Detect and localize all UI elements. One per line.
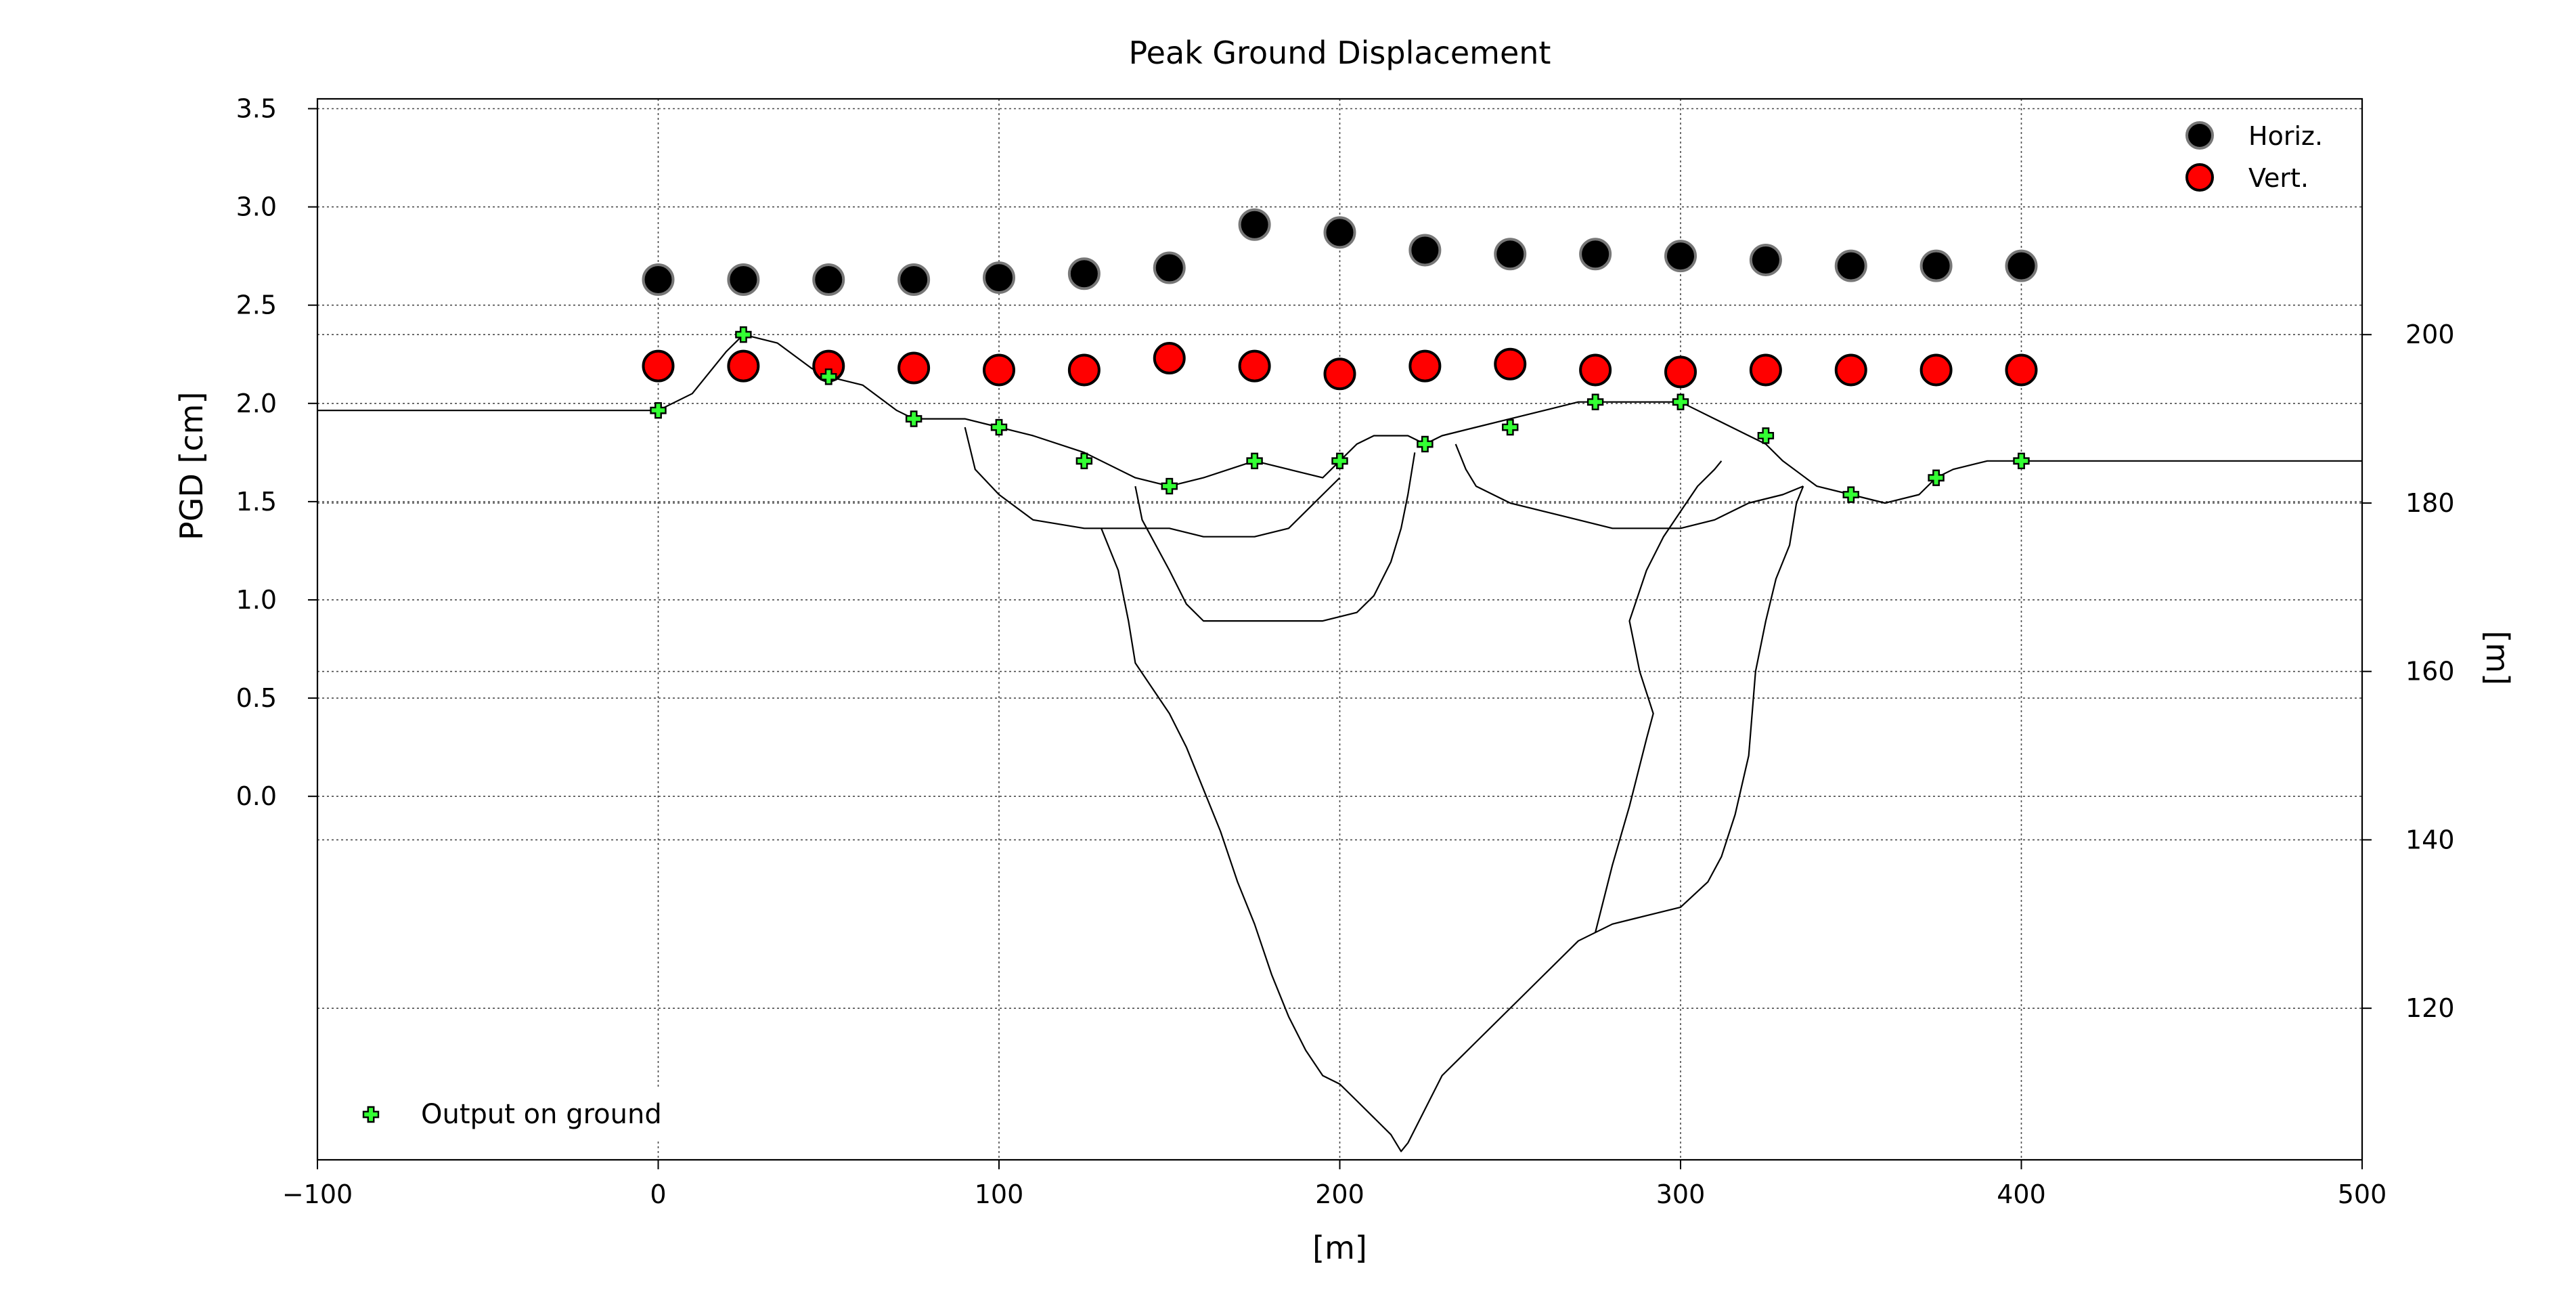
marker-horiz xyxy=(897,263,931,296)
legend-marker xyxy=(2185,121,2214,150)
marker-vert xyxy=(2005,353,2038,387)
marker-vert xyxy=(1834,353,1867,387)
marker-vert xyxy=(1664,355,1697,389)
y-tick-label: 0.0 xyxy=(236,781,277,811)
outline-inner-basin-boundary xyxy=(1595,460,1723,933)
marker-horiz xyxy=(1749,243,1782,276)
marker-horiz xyxy=(1834,249,1867,282)
marker-vert xyxy=(1579,353,1612,387)
right-y-tick-label: 200 xyxy=(2405,320,2455,349)
marker-output-on-ground xyxy=(1842,486,1859,503)
x-tick-label: 200 xyxy=(1315,1179,1364,1209)
marker-output-on-ground xyxy=(1928,469,1945,486)
legend-marker xyxy=(362,1106,380,1123)
marker-output-on-ground xyxy=(1161,477,1178,495)
marker-horiz xyxy=(1919,249,1953,282)
right-y-tick-label: 140 xyxy=(2405,825,2455,854)
legend-marker xyxy=(2185,163,2214,192)
marker-horiz xyxy=(727,263,760,296)
marker-vert xyxy=(727,349,760,383)
marker-vert xyxy=(1408,349,1442,383)
x-tick-label: −100 xyxy=(282,1179,353,1209)
y-tick-label: 1.5 xyxy=(236,487,277,517)
legend-label: Horiz. xyxy=(2248,121,2323,151)
marker-horiz xyxy=(642,263,675,296)
legends: Horiz. Vert. Output on ground xyxy=(338,116,2351,1142)
marker-vert xyxy=(1919,353,1953,387)
y-tick-label: 3.5 xyxy=(236,94,277,124)
marker-horiz xyxy=(1494,238,1527,271)
marker-horiz xyxy=(1664,240,1697,273)
legend-top-right: Horiz. Vert. xyxy=(2169,116,2351,206)
marker-horiz xyxy=(1153,251,1186,284)
x-axis-label: [m] xyxy=(1312,1230,1367,1266)
right-y-axis-label: [m] xyxy=(2479,630,2516,685)
marker-vert xyxy=(983,353,1015,387)
marker-horiz xyxy=(2005,249,2038,282)
marker-output-on-ground xyxy=(1672,393,1689,410)
grid-lines xyxy=(317,99,2362,1160)
marker-horiz xyxy=(1067,257,1101,290)
marker-horiz xyxy=(1238,208,1271,241)
marker-output-on-ground xyxy=(650,402,667,419)
outline-upper-layer-boundary-west- xyxy=(964,427,1341,538)
marker-vert xyxy=(897,351,931,385)
y-axis-label: PGD [cm] xyxy=(173,392,210,540)
marker-horiz xyxy=(812,263,845,296)
marker-output-on-ground xyxy=(990,418,1008,436)
marker-vert xyxy=(1749,353,1782,387)
outline-upper-layer-boundary-middle- xyxy=(1134,452,1416,622)
marker-output-on-ground xyxy=(1246,452,1263,469)
marker-vert xyxy=(1323,357,1356,391)
x-tick-label: 400 xyxy=(1997,1179,2046,1209)
right-y-tick-label: 160 xyxy=(2405,657,2455,687)
marker-output-on-ground xyxy=(820,368,837,385)
marker-output-on-ground xyxy=(1075,452,1093,469)
y-tick-label: 3.0 xyxy=(236,192,277,222)
axes: −100 0 100 200 300 400 500 0.0 0.5 1.0 1.5 2.0 2.5 3.… xyxy=(236,94,2455,1209)
marker-output-on-ground xyxy=(1331,452,1348,469)
marker-horiz xyxy=(1579,238,1612,271)
legend-label: Vert. xyxy=(2248,163,2309,193)
marker-output-on-ground xyxy=(905,410,923,427)
marker-vert xyxy=(1067,353,1101,387)
y-tick-label: 1.0 xyxy=(236,585,277,615)
marker-vert xyxy=(642,349,675,383)
marker-output-on-ground xyxy=(1757,427,1775,444)
marker-horiz xyxy=(983,261,1015,295)
marker-output-on-ground xyxy=(1502,418,1519,436)
chart-title: Peak Ground Displacement xyxy=(1129,35,1551,71)
marker-output-on-ground xyxy=(735,326,752,343)
marker-horiz xyxy=(1408,234,1442,267)
legend-bottom-left: Output on ground xyxy=(338,1087,690,1142)
x-tick-label: 100 xyxy=(975,1179,1024,1209)
x-tick-label: 0 xyxy=(650,1179,666,1209)
marker-horiz xyxy=(1323,216,1356,249)
x-tick-label: 500 xyxy=(2338,1179,2387,1209)
marker-vert xyxy=(1238,349,1271,383)
marker-vert xyxy=(1494,347,1527,381)
y-tick-label: 0.5 xyxy=(236,683,277,713)
right-y-tick-label: 180 xyxy=(2405,488,2455,518)
outline-upper-layer-boundary-east- xyxy=(1454,443,1804,529)
y-tick-label: 2.5 xyxy=(236,290,277,320)
marker-output-on-ground xyxy=(2013,452,2030,469)
y-tick-label: 2.0 xyxy=(236,389,277,418)
x-tick-label: 300 xyxy=(1656,1179,1706,1209)
right-y-tick-label: 120 xyxy=(2405,993,2455,1023)
legend-label: Output on ground xyxy=(421,1099,662,1130)
marker-output-on-ground xyxy=(1586,393,1604,410)
marker-vert xyxy=(1153,342,1186,375)
legend-box xyxy=(338,1087,690,1142)
data-markers xyxy=(642,208,2038,503)
marker-output-on-ground xyxy=(1417,435,1434,453)
outline-basin-bottom xyxy=(1101,485,1804,1152)
